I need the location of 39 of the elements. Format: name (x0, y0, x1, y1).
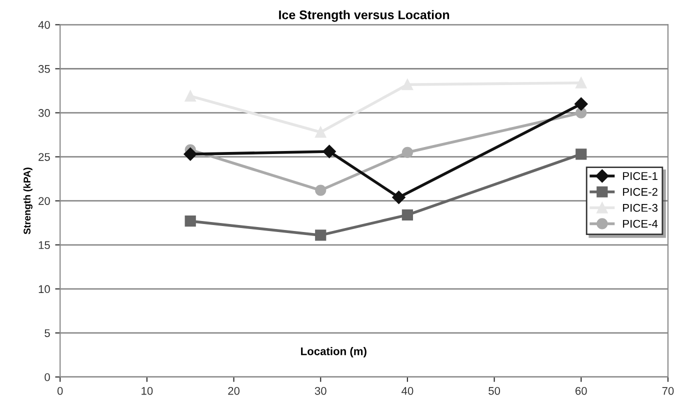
x-tick-label: 10 (142, 386, 153, 395)
point (315, 230, 326, 241)
y-tick-label: 35 (38, 65, 50, 73)
point (402, 146, 414, 158)
y-tick-label: 15 (38, 241, 50, 250)
y-tick-label: 20 (38, 197, 50, 205)
point (322, 144, 336, 158)
x-tick-label: 60 (576, 386, 587, 395)
chart-title: Ice Strength versus Location (279, 10, 450, 22)
x-axis-title: Location (m) (301, 347, 366, 358)
x-tick-label: 20 (228, 386, 240, 395)
y-tick-label: 5 (44, 329, 50, 338)
point (576, 148, 587, 160)
point (184, 148, 197, 161)
point (574, 97, 588, 111)
y-tick-label: 10 (38, 285, 50, 294)
point (184, 90, 196, 102)
y-tick-label: 0 (44, 373, 50, 382)
legend-label: PICE-2 (623, 188, 658, 196)
legend-label: PICE-1 (623, 172, 658, 180)
y-tick-label: 30 (38, 109, 50, 117)
point (402, 79, 414, 90)
point (402, 209, 414, 220)
legend-label: PICE-3 (623, 204, 658, 212)
y-axis-title: Strength (kPA) (23, 168, 32, 234)
point (315, 126, 326, 138)
point (315, 184, 326, 196)
point (184, 216, 196, 227)
y-tick-label: 40 (38, 20, 50, 29)
legend-label: PICE-4 (623, 220, 658, 228)
x-tick-label: 70 (662, 386, 674, 395)
x-tick-label: 40 (402, 386, 414, 395)
x-tick-label: 30 (314, 386, 326, 395)
point (392, 190, 406, 204)
y-tick-label: 25 (38, 153, 50, 161)
x-tick-label: 0 (57, 386, 63, 395)
point (576, 77, 587, 88)
point (576, 107, 587, 118)
x-tick-label: 50 (488, 386, 500, 395)
